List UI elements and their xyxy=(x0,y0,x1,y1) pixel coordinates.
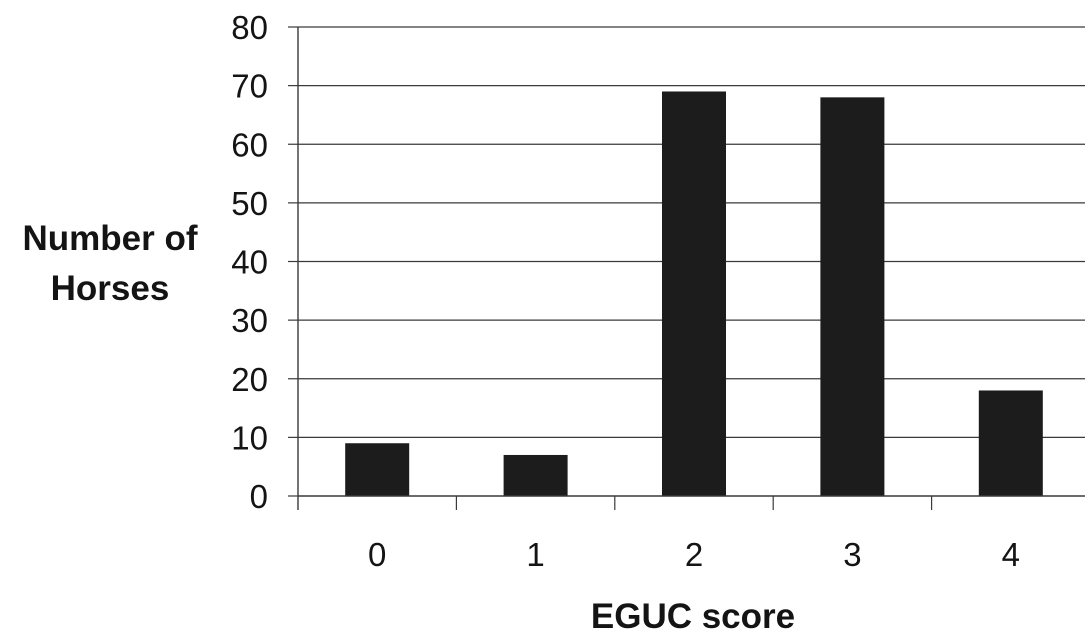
y-tick-label: 0 xyxy=(250,478,268,515)
bars xyxy=(345,91,1043,497)
bar-3 xyxy=(820,97,885,496)
x-tick-label: 3 xyxy=(843,536,861,573)
y-tick-labels: 0 10 20 30 40 50 60 70 80 xyxy=(231,9,268,515)
y-axis-label-line-1: Number of xyxy=(23,219,198,258)
x-tick-label: 1 xyxy=(526,536,544,573)
axes xyxy=(288,26,1085,510)
y-tick-label: 60 xyxy=(231,126,268,163)
y-tick-label: 20 xyxy=(231,361,268,398)
bar-4 xyxy=(978,390,1043,496)
y-tick-label: 40 xyxy=(231,244,268,281)
x-tick-labels: 0 1 2 3 4 xyxy=(368,536,1020,573)
y-tick-label: 70 xyxy=(231,68,268,105)
y-tick-label: 10 xyxy=(231,419,268,456)
bar-0 xyxy=(345,443,410,496)
x-tick-label: 0 xyxy=(368,536,386,573)
y-tick-label: 30 xyxy=(231,302,268,339)
x-tick-label: 4 xyxy=(1002,536,1020,573)
x-axis-label: EGUC score xyxy=(591,597,795,634)
x-tick-label: 2 xyxy=(685,536,703,573)
y-tick-label: 50 xyxy=(231,185,268,222)
bar-2 xyxy=(662,91,726,497)
bar-1 xyxy=(503,454,568,496)
y-tick-label: 80 xyxy=(231,9,268,46)
y-axis-label-line-2: Horses xyxy=(51,269,170,308)
